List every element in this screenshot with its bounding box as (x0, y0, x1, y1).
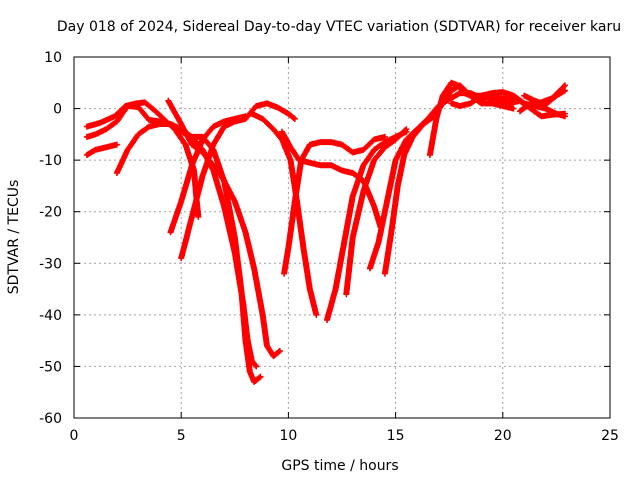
data-series-track-11 (324, 128, 410, 323)
data-series-track-5 (165, 97, 283, 360)
data-series-track-14 (381, 82, 517, 277)
data-series (83, 79, 568, 385)
x-tick-label: 10 (279, 428, 297, 444)
y-tick-label: -30 (39, 256, 62, 272)
data-point-markers (167, 113, 249, 236)
data-point-markers (178, 100, 298, 262)
y-tick-label: -50 (39, 359, 62, 375)
y-tick-label: 0 (53, 102, 62, 118)
data-series-track-3 (83, 141, 120, 158)
data-point-markers (249, 110, 320, 318)
data-point-markers (381, 82, 517, 277)
plot-frame (73, 56, 611, 419)
x-tick-label: 20 (494, 428, 512, 444)
y-tick-label: -60 (39, 411, 62, 427)
data-series-track-19 (521, 87, 568, 108)
y-axis-label: SDTVAR / TECUs (6, 180, 22, 295)
y-tick-label: -40 (39, 308, 62, 324)
data-point-markers (324, 128, 410, 323)
x-tick-label: 25 (601, 428, 619, 444)
data-point-markers (83, 141, 120, 158)
data-point-markers (279, 128, 384, 231)
data-series-track-7 (178, 100, 298, 262)
x-tick-label: 0 (70, 428, 79, 444)
data-series-track-6 (167, 113, 249, 236)
data-series-track-12 (343, 126, 410, 298)
x-axis-label: GPS time / hours (281, 458, 398, 474)
data-point-markers (521, 87, 568, 108)
data-series-track-9 (249, 110, 320, 318)
data-point-markers (343, 126, 410, 298)
chart-title: Day 018 of 2024, Sidereal Day-to-day VTE… (57, 19, 621, 35)
y-tick-label: -20 (39, 205, 62, 221)
y-tick-label: -10 (39, 153, 62, 169)
y-tick-label: 10 (44, 50, 62, 66)
data-point-markers (165, 97, 283, 360)
x-tick-label: 5 (177, 428, 186, 444)
x-tick-label: 15 (387, 428, 405, 444)
data-series-track-10 (279, 128, 384, 231)
